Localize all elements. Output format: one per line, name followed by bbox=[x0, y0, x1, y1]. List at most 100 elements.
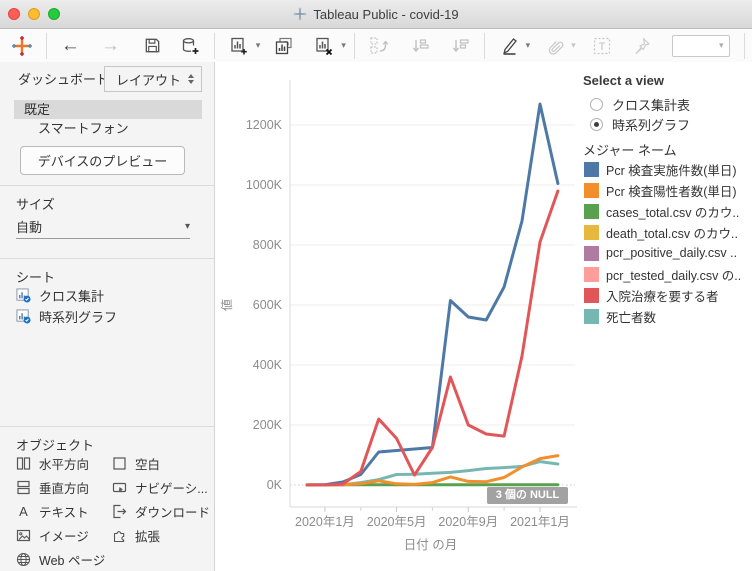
show-mark-labels-icon[interactable]: T bbox=[586, 33, 618, 59]
pane-collapse-icon[interactable] bbox=[188, 74, 194, 84]
legend-item[interactable]: 死亡者数 bbox=[584, 307, 656, 325]
sort-descending-icon[interactable] bbox=[444, 33, 476, 59]
right-panel: Select a view クロス集計表 時系列グラフ メジャー ネーム Pcr… bbox=[583, 62, 752, 571]
legend-swatch bbox=[584, 203, 599, 219]
legend-swatch bbox=[584, 182, 599, 198]
undo-icon[interactable]: ← bbox=[60, 35, 80, 56]
legend-swatch bbox=[584, 161, 599, 177]
worksheet-icon bbox=[16, 287, 31, 303]
legend-swatch bbox=[584, 245, 599, 261]
new-data-source-icon[interactable] bbox=[174, 33, 206, 59]
new-worksheet-dropdown-icon[interactable]: ▾ bbox=[255, 40, 261, 50]
svg-text:A: A bbox=[19, 504, 28, 519]
timeseries-chart: 0K 200K 400K 600K 800K 1000K 1200K 2020年1月 2020年… bbox=[219, 80, 577, 552]
navigation-icon bbox=[112, 482, 127, 492]
object-vertical[interactable]: 垂直方向 bbox=[16, 477, 108, 497]
radio-icon[interactable] bbox=[590, 97, 603, 111]
tableau-app-icon bbox=[293, 7, 307, 21]
svg-text:600K: 600K bbox=[253, 298, 283, 312]
worksheet-icon bbox=[16, 308, 31, 324]
view-option-crosstab[interactable]: クロス集計表 bbox=[590, 95, 690, 113]
text-icon: A bbox=[19, 504, 28, 519]
format-attach-dropdown-icon[interactable]: ▾ bbox=[571, 40, 576, 50]
svg-text:400K: 400K bbox=[253, 358, 283, 372]
svg-text:1200K: 1200K bbox=[246, 118, 283, 132]
new-worksheet-icon[interactable] bbox=[223, 33, 255, 59]
chevron-down-icon: ▾ bbox=[184, 220, 190, 232]
object-image[interactable]: イメージ bbox=[16, 525, 108, 545]
swap-rows-columns-icon[interactable] bbox=[362, 33, 394, 59]
window-title: Tableau Public - covid-19 bbox=[313, 6, 459, 22]
svg-text:2021年1月: 2021年1月 bbox=[510, 515, 570, 529]
image-icon bbox=[16, 529, 31, 541]
save-icon[interactable] bbox=[136, 33, 168, 59]
highlight-pen-icon[interactable] bbox=[493, 33, 525, 59]
object-web-page[interactable]: Web ページ bbox=[16, 549, 108, 569]
clear-sheet-dropdown-icon[interactable]: ▾ bbox=[341, 40, 346, 50]
view-option-timeseries[interactable]: 時系列グラフ bbox=[590, 115, 690, 133]
null-indicator-badge[interactable]: 3 個の NULL bbox=[487, 487, 568, 504]
legend-swatch bbox=[584, 266, 599, 282]
extension-icon bbox=[113, 530, 125, 542]
svg-text:1000K: 1000K bbox=[246, 178, 283, 192]
object-navigation[interactable]: ナビゲーシ... bbox=[112, 477, 212, 497]
size-section-title: サイズ bbox=[16, 197, 55, 212]
format-attach-icon[interactable] bbox=[538, 33, 570, 59]
chart-area[interactable]: 0K 200K 400K 600K 800K 1000K 1200K 2020年1月 2020年… bbox=[215, 62, 583, 571]
object-text[interactable]: A テキスト bbox=[16, 501, 108, 521]
duplicate-sheet-icon[interactable] bbox=[268, 33, 300, 59]
svg-text:T: T bbox=[598, 41, 605, 53]
legend-item[interactable]: pcr_positive_daily.csv .. bbox=[584, 244, 737, 262]
close-icon[interactable] bbox=[8, 8, 20, 20]
dashboard-size-phone[interactable]: スマートフォン bbox=[38, 121, 129, 136]
object-blank[interactable]: 空白 bbox=[112, 453, 212, 473]
legend-item[interactable]: 入院治療を要する者 bbox=[584, 286, 719, 304]
sheet-item-crosstab[interactable]: クロス集計 bbox=[16, 285, 206, 305]
radio-icon[interactable] bbox=[590, 117, 603, 131]
dashboard-canvas: 0K 200K 400K 600K 800K 1000K 1200K 2020年1月 2020年… bbox=[215, 62, 752, 571]
tab-layout[interactable]: レイアウト bbox=[104, 66, 202, 92]
divider bbox=[0, 426, 214, 427]
object-horizontal[interactable]: 水平方向 bbox=[16, 453, 108, 473]
size-dropdown[interactable]: 自動 ▾ bbox=[16, 214, 190, 239]
legend-item[interactable]: Pcr 検査実施件数(単日) bbox=[584, 160, 737, 178]
fit-selector[interactable]: ▾ bbox=[671, 34, 730, 57]
legend-item[interactable]: cases_total.csv のカウ.. bbox=[584, 202, 739, 220]
sheets-section-title: シート bbox=[16, 270, 56, 285]
svg-text:2020年5月: 2020年5月 bbox=[367, 515, 427, 529]
legend-swatch bbox=[584, 308, 599, 324]
dashboard-size-default[interactable]: 既定 bbox=[14, 100, 202, 119]
legend-item[interactable]: pcr_tested_daily.csv の.. bbox=[584, 265, 741, 283]
vertical-container-icon bbox=[17, 480, 30, 494]
toolbar: ← → ▾ bbox=[0, 29, 752, 63]
legend-item[interactable]: death_total.csv のカウ.. bbox=[584, 223, 738, 241]
objects-section-title: オブジェクト bbox=[16, 438, 95, 453]
legend-title: メジャー ネーム bbox=[583, 143, 677, 158]
sort-ascending-icon[interactable] bbox=[404, 33, 436, 59]
svg-text:0K: 0K bbox=[267, 478, 283, 492]
dashboard-pane: ダッシュボード レイアウト 既定 スマートフォン デバイスのプレビュー サイズ … bbox=[0, 62, 215, 571]
web-page-icon bbox=[16, 552, 31, 566]
download-icon bbox=[113, 504, 127, 518]
horizontal-container-icon bbox=[16, 456, 31, 470]
tab-dashboard[interactable]: ダッシュボード bbox=[18, 72, 110, 87]
svg-text:値: 値 bbox=[219, 299, 234, 311]
legend-item[interactable]: Pcr 検査陽性者数(単日) bbox=[584, 181, 737, 199]
fit-pin-icon[interactable] bbox=[626, 33, 658, 59]
view-selector-title: Select a view bbox=[583, 73, 664, 88]
divider bbox=[0, 258, 214, 259]
redo-icon[interactable]: → bbox=[100, 35, 120, 56]
minimize-icon[interactable] bbox=[28, 8, 40, 20]
tableau-logo-icon[interactable] bbox=[6, 33, 38, 59]
highlight-dropdown-icon[interactable]: ▾ bbox=[525, 40, 531, 50]
device-preview-button[interactable]: デバイスのプレビュー bbox=[20, 146, 185, 175]
object-extension[interactable]: 拡張 bbox=[112, 525, 212, 545]
legend-swatch bbox=[584, 224, 599, 240]
svg-text:2020年9月: 2020年9月 bbox=[438, 515, 498, 529]
object-download[interactable]: ダウンロード bbox=[112, 501, 212, 521]
sheet-item-timeseries[interactable]: 時系列グラフ bbox=[16, 306, 206, 326]
divider bbox=[0, 185, 214, 186]
clear-sheet-icon[interactable] bbox=[308, 33, 340, 59]
zoom-icon[interactable] bbox=[48, 8, 60, 20]
